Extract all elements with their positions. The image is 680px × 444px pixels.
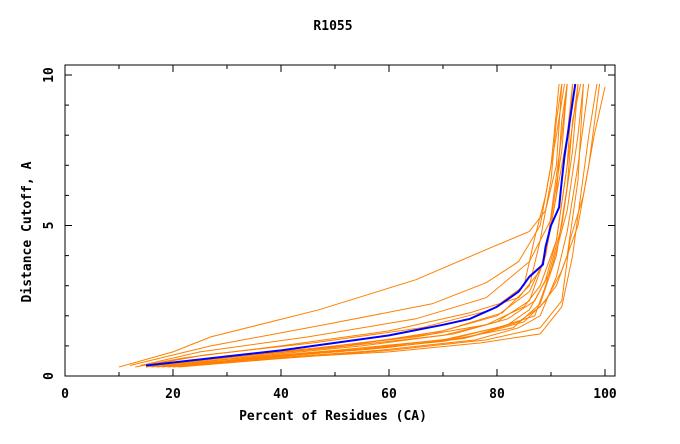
plot-frame <box>64 64 616 377</box>
series-line-9 <box>167 83 590 368</box>
series-line-11 <box>151 83 582 368</box>
series-line-17 <box>156 83 563 366</box>
x-tick-label: 20 <box>165 387 181 402</box>
series-line-13 <box>140 83 568 366</box>
x-tick-label: 40 <box>273 387 289 402</box>
series-line-16 <box>172 83 584 366</box>
series-line-6 <box>151 83 568 366</box>
y-tick-label: 0 <box>42 372 57 380</box>
series-line-14 <box>162 83 574 366</box>
series-line-8 <box>162 83 584 368</box>
x-axis-label: Percent of Residues (CA) <box>239 409 427 424</box>
series-line-10 <box>172 83 598 368</box>
series-line-2 <box>129 83 560 366</box>
y-axis-label: Distance Cutoff, A <box>20 161 35 302</box>
series-group <box>118 83 606 368</box>
series-line-3 <box>140 83 568 366</box>
y-tick-label: 10 <box>42 67 57 83</box>
series-line-18 <box>145 83 565 366</box>
x-tick-label: 100 <box>593 387 617 402</box>
y-tick-label: 5 <box>42 222 57 230</box>
series-line-15 <box>178 86 606 368</box>
x-tick-label: 60 <box>381 387 397 402</box>
highlight-series-line <box>145 83 577 367</box>
x-tick-label: 80 <box>489 387 505 402</box>
series-line-1 <box>118 83 563 368</box>
chart-title: R1055 <box>313 19 352 34</box>
x-tick-label: 0 <box>61 387 69 402</box>
